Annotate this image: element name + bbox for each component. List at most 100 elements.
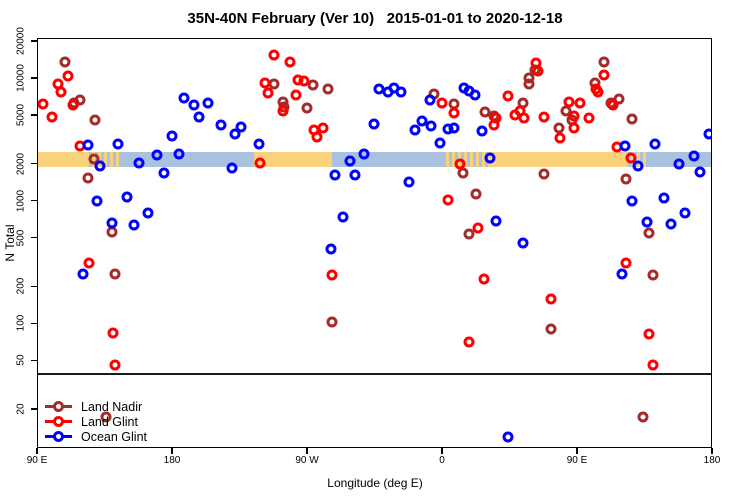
data-point bbox=[298, 75, 309, 87]
data-point bbox=[229, 128, 240, 140]
data-point bbox=[517, 237, 528, 249]
plot-area bbox=[37, 38, 712, 448]
data-point bbox=[583, 112, 594, 124]
reference-band-segment bbox=[491, 151, 625, 168]
data-point bbox=[490, 215, 501, 227]
data-point bbox=[284, 56, 296, 68]
data-point bbox=[277, 105, 288, 117]
data-point bbox=[538, 168, 549, 180]
y-tick-label: 200 bbox=[15, 277, 27, 295]
land-nadir-symbol-icon bbox=[45, 401, 72, 412]
data-point bbox=[91, 195, 102, 207]
ocean-glint-symbol-icon bbox=[45, 431, 72, 442]
data-point bbox=[409, 124, 420, 136]
data-point bbox=[202, 97, 213, 109]
y-tick bbox=[31, 77, 37, 79]
data-point bbox=[574, 97, 585, 109]
data-point bbox=[322, 83, 333, 95]
data-point bbox=[502, 90, 513, 102]
y-tick bbox=[31, 359, 37, 361]
data-point bbox=[616, 268, 627, 280]
data-point bbox=[82, 172, 93, 184]
data-point bbox=[77, 268, 89, 280]
data-point bbox=[329, 169, 341, 181]
data-point bbox=[107, 327, 119, 339]
x-tick bbox=[576, 448, 578, 454]
data-point bbox=[344, 155, 356, 167]
data-point bbox=[518, 112, 530, 124]
data-point bbox=[457, 167, 468, 179]
legend-item-land-glint: Land Glint bbox=[45, 414, 147, 429]
data-point bbox=[38, 98, 48, 110]
y-tick bbox=[31, 322, 37, 324]
data-point bbox=[259, 77, 270, 89]
data-point bbox=[454, 158, 465, 170]
data-point bbox=[290, 89, 302, 101]
data-point bbox=[158, 167, 170, 179]
y-tick bbox=[31, 199, 37, 202]
data-point bbox=[523, 78, 534, 90]
data-point bbox=[235, 121, 246, 133]
x-tick-label: 180 bbox=[163, 455, 181, 466]
data-point bbox=[658, 192, 669, 204]
data-point bbox=[325, 243, 336, 255]
data-point bbox=[82, 139, 93, 151]
data-point bbox=[112, 138, 123, 150]
data-point bbox=[358, 148, 369, 160]
data-point bbox=[703, 128, 711, 140]
data-point bbox=[613, 93, 624, 105]
data-point bbox=[545, 323, 557, 335]
x-tick bbox=[306, 448, 308, 454]
data-point bbox=[647, 269, 659, 281]
data-point bbox=[94, 160, 105, 172]
y-tick-label: 1000 bbox=[15, 189, 27, 212]
data-point bbox=[142, 207, 153, 219]
data-point bbox=[226, 162, 237, 174]
data-point bbox=[568, 110, 579, 122]
data-point bbox=[83, 257, 95, 269]
data-point bbox=[326, 316, 338, 328]
data-point bbox=[262, 87, 273, 99]
data-point bbox=[625, 152, 636, 164]
reference-band-segment bbox=[38, 151, 86, 168]
x-tick bbox=[36, 448, 38, 454]
legend-item-ocean-glint: Ocean Glint bbox=[45, 429, 147, 444]
x-tick bbox=[711, 448, 713, 454]
data-point bbox=[647, 359, 659, 371]
x-tick-label: 0 bbox=[439, 455, 445, 466]
data-point bbox=[673, 158, 684, 170]
data-point bbox=[253, 138, 264, 150]
data-point bbox=[470, 188, 482, 200]
x-tick-label: 90 E bbox=[26, 455, 48, 466]
y-tick-label: 50 bbox=[15, 354, 27, 366]
y-tick bbox=[31, 40, 37, 42]
data-point bbox=[188, 99, 200, 111]
data-point bbox=[643, 227, 654, 239]
legend: Land Nadir Land Glint Ocean Glint bbox=[45, 399, 147, 444]
data-point bbox=[484, 152, 495, 164]
data-point bbox=[268, 49, 279, 61]
data-point bbox=[476, 125, 488, 137]
x-tick bbox=[171, 448, 173, 454]
data-point bbox=[598, 56, 609, 68]
data-point bbox=[490, 112, 501, 124]
data-point bbox=[425, 120, 437, 132]
data-point bbox=[106, 217, 117, 229]
data-point bbox=[166, 130, 177, 142]
data-point bbox=[368, 118, 380, 130]
data-point bbox=[620, 257, 632, 269]
data-point bbox=[554, 132, 566, 144]
data-point bbox=[607, 99, 618, 111]
legend-label: Land Nadir bbox=[81, 399, 143, 414]
data-point bbox=[694, 166, 705, 178]
data-point bbox=[317, 122, 329, 134]
x-tick-label: 180 bbox=[703, 455, 721, 466]
data-point bbox=[62, 70, 74, 82]
land-glint-symbol-icon bbox=[45, 416, 72, 427]
y-tick-label: 20 bbox=[15, 403, 27, 415]
data-point bbox=[121, 191, 132, 203]
data-point bbox=[403, 176, 414, 188]
y-tick-label: 20000 bbox=[15, 27, 27, 55]
data-point bbox=[472, 222, 483, 234]
data-point bbox=[424, 94, 435, 106]
